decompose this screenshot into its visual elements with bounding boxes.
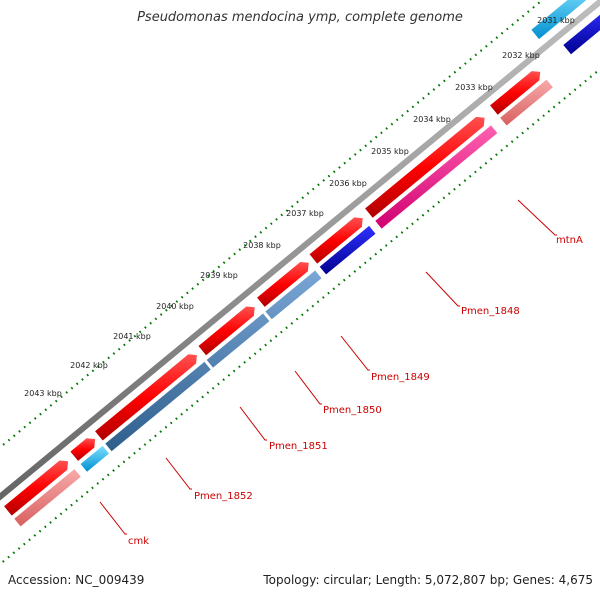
label-leader-line [239, 406, 267, 441]
gene-label-pmen-1849[interactable]: Pmen_1849 [371, 372, 430, 383]
scale-label: 2032 kbp [502, 51, 540, 60]
gene-label-pmen-1848[interactable]: Pmen_1848 [461, 306, 520, 317]
gene-band-pmen-1848[interactable] [375, 125, 498, 229]
gene-band-pmen-1852-1850[interactable] [105, 270, 322, 452]
scale-label: 2043 kbp [24, 389, 62, 398]
cds-arrow-cmk-outer[interactable] [4, 460, 69, 516]
cds-arrow-pmen-1852[interactable] [95, 354, 197, 441]
scale-label: 2039 kbp [200, 271, 238, 280]
gene-band-cmk[interactable] [14, 469, 81, 527]
gene-gap-5 [358, 207, 383, 236]
scale-label: 2033 kbp [455, 83, 493, 92]
gene-label-pmen-1850[interactable]: Pmen_1850 [323, 405, 382, 416]
gene-band-small[interactable] [80, 445, 110, 472]
scale-label: 2041 kbp [113, 332, 151, 341]
gene-label-pmen-1852[interactable]: Pmen_1852 [194, 491, 253, 502]
scale-dots-inner [0, 67, 600, 566]
scale-label: 2038 kbp [243, 241, 281, 250]
label-leader-line [517, 199, 557, 236]
scale-label: 2035 kbp [371, 147, 409, 156]
genome-summary-text: Topology: circular; Length: 5,072,807 bp… [263, 573, 593, 587]
scale-label: 2036 kbp [329, 179, 367, 188]
map-title: Pseudomonas mendocina ymp, complete geno… [137, 10, 463, 25]
gene-label-mtna[interactable]: mtnA [556, 235, 583, 246]
gene-gap-7 [541, 55, 566, 84]
gene-gap-6 [481, 105, 506, 134]
accession-text: Accession: NC_009439 [8, 573, 145, 587]
scale-dots-outer [0, 0, 545, 449]
label-leader-line [165, 457, 192, 490]
scale-label: 2031 kbp [537, 16, 575, 25]
cds-arrow-small-1[interactable] [70, 438, 96, 461]
cds-arrow-pmen-1850[interactable] [257, 262, 309, 307]
gene-band-pmen-1849[interactable] [319, 225, 376, 275]
label-leader-line [294, 370, 322, 405]
label-leader-line [425, 271, 460, 307]
gene-gap-3 [250, 296, 275, 325]
scale-label: 2034 kbp [413, 115, 451, 124]
gene-band-mtna[interactable] [500, 79, 553, 126]
gene-gap-1 [89, 428, 114, 457]
track-layer [0, 0, 600, 527]
gene-label-cmk[interactable]: cmk [128, 536, 149, 547]
gene-band-cyan-upper[interactable] [531, 0, 593, 40]
gene-label-pmen-1851[interactable]: Pmen_1851 [269, 441, 328, 452]
backbone-strand [0, 0, 600, 501]
cds-arrow-pmen-1848[interactable] [365, 116, 485, 218]
cds-arrow-pmen-1851[interactable] [198, 306, 255, 356]
cds-arrow-pmen-1849[interactable] [309, 217, 363, 264]
scale-label: 2042 kbp [70, 361, 108, 370]
label-leader-line [340, 335, 370, 371]
gene-gap-2 [191, 344, 216, 373]
gene-gap-4 [303, 252, 328, 281]
scale-label: 2037 kbp [286, 209, 324, 218]
label-leader-line [99, 501, 127, 535]
cds-arrow-blue-a[interactable] [563, 7, 600, 55]
label-layer: 2031 kbp 2032 kbp 2033 kbp 2034 kbp 2035 kbp… [0, 0, 600, 566]
gene-gap-0 [63, 450, 88, 479]
cds-arrow-mtna[interactable] [490, 71, 541, 115]
scale-label: 2040 kbp [156, 302, 194, 311]
